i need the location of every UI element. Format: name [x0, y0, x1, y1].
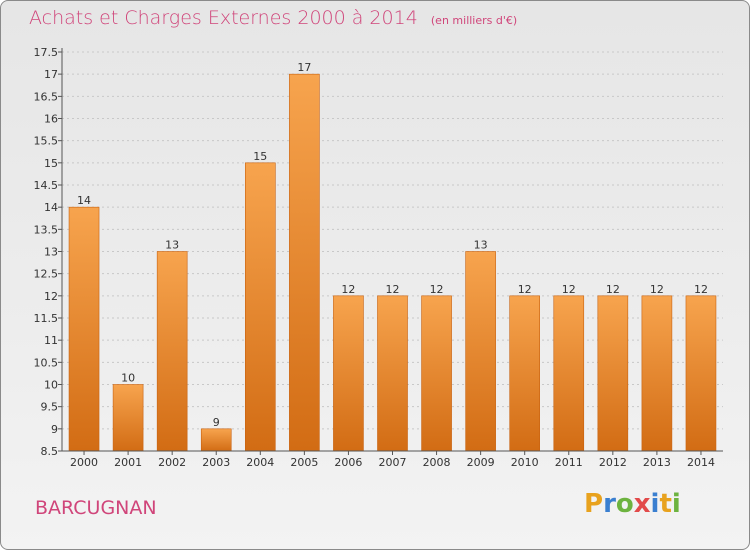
bar	[553, 295, 585, 452]
x-tick-label: 2009	[467, 456, 495, 469]
bar-value-label: 17	[297, 61, 311, 74]
y-tick-label: 13.5	[34, 223, 59, 236]
x-tick-label: 2000	[70, 456, 98, 469]
x-tick-label: 2011	[555, 456, 583, 469]
y-tick-label: 16	[44, 113, 58, 126]
chart-title-block: Achats et Charges Externes 2000 à 2014 (…	[29, 7, 517, 29]
y-tick-label: 12	[44, 290, 58, 303]
bar	[112, 384, 144, 452]
bar	[685, 295, 717, 452]
bar-value-label: 13	[165, 239, 179, 252]
x-tick-label: 2003	[202, 456, 230, 469]
y-tick-label: 10.5	[34, 356, 59, 369]
y-tick-label: 14	[44, 201, 58, 214]
bar	[597, 295, 629, 452]
y-tick-label: 17.5	[34, 46, 59, 59]
bar-value-label: 10	[121, 372, 135, 385]
logo-letter: i	[671, 489, 681, 519]
y-tick-label: 11.5	[34, 312, 59, 325]
x-tick-label: 2004	[246, 456, 274, 469]
logo-letter: i	[650, 489, 660, 519]
bar	[333, 295, 364, 452]
x-tick-label: 2005	[290, 456, 318, 469]
x-tick-label: 2014	[687, 456, 715, 469]
x-tick-label: 2008	[423, 456, 451, 469]
x-tick-label: 2002	[158, 456, 186, 469]
bar	[156, 251, 188, 452]
x-tick-label: 2010	[511, 456, 539, 469]
chart-unit: (en milliers d'€)	[430, 14, 518, 27]
y-tick-label: 9.5	[41, 401, 59, 414]
bar	[641, 295, 673, 452]
y-tick-label: 15	[44, 157, 58, 170]
bar	[509, 295, 541, 452]
logo-letter: o	[615, 489, 634, 519]
bar	[289, 73, 320, 452]
bar-value-label: 12	[341, 283, 355, 296]
bar-value-label: 13	[474, 239, 488, 252]
bar-value-label: 12	[562, 283, 576, 296]
x-tick-label: 2012	[599, 456, 627, 469]
x-tick-label: 2006	[334, 456, 362, 469]
x-tick-label: 2013	[643, 456, 671, 469]
x-tick-label: 2007	[379, 456, 407, 469]
y-tick-label: 10	[44, 379, 58, 392]
bar-value-label: 12	[650, 283, 664, 296]
bar-value-label: 12	[606, 283, 620, 296]
bar	[200, 428, 232, 452]
bar-value-label: 12	[430, 283, 444, 296]
y-tick-label: 17	[44, 68, 58, 81]
bar-value-label: 14	[77, 194, 91, 207]
x-tick-label: 2001	[114, 456, 142, 469]
logo-letter: r	[603, 489, 616, 519]
bar-value-label: 15	[253, 150, 267, 163]
bar	[465, 251, 496, 452]
logo-letter: P	[584, 489, 604, 519]
logo-letter: t	[659, 489, 672, 519]
bar	[377, 295, 408, 452]
logo-letter: x	[633, 489, 651, 519]
y-tick-label: 8.5	[41, 445, 59, 458]
y-tick-label: 12.5	[34, 268, 59, 281]
bar	[245, 162, 276, 452]
y-tick-label: 11	[44, 334, 58, 347]
bar	[68, 206, 100, 452]
bar-value-label: 12	[518, 283, 532, 296]
chart-title: Achats et Charges Externes 2000 à 2014	[29, 7, 418, 29]
y-tick-label: 9	[51, 423, 58, 436]
y-tick-label: 16.5	[34, 90, 59, 103]
y-tick-label: 15.5	[34, 135, 59, 148]
bar-value-label: 12	[694, 283, 708, 296]
y-tick-label: 13	[44, 246, 58, 259]
bar-value-label: 9	[213, 416, 220, 429]
bar	[421, 295, 452, 452]
bar-value-label: 12	[386, 283, 400, 296]
proxiti-logo: Proxiti	[584, 489, 681, 519]
y-tick-label: 14.5	[34, 179, 59, 192]
commune-name: BARCUGNAN	[35, 497, 157, 519]
